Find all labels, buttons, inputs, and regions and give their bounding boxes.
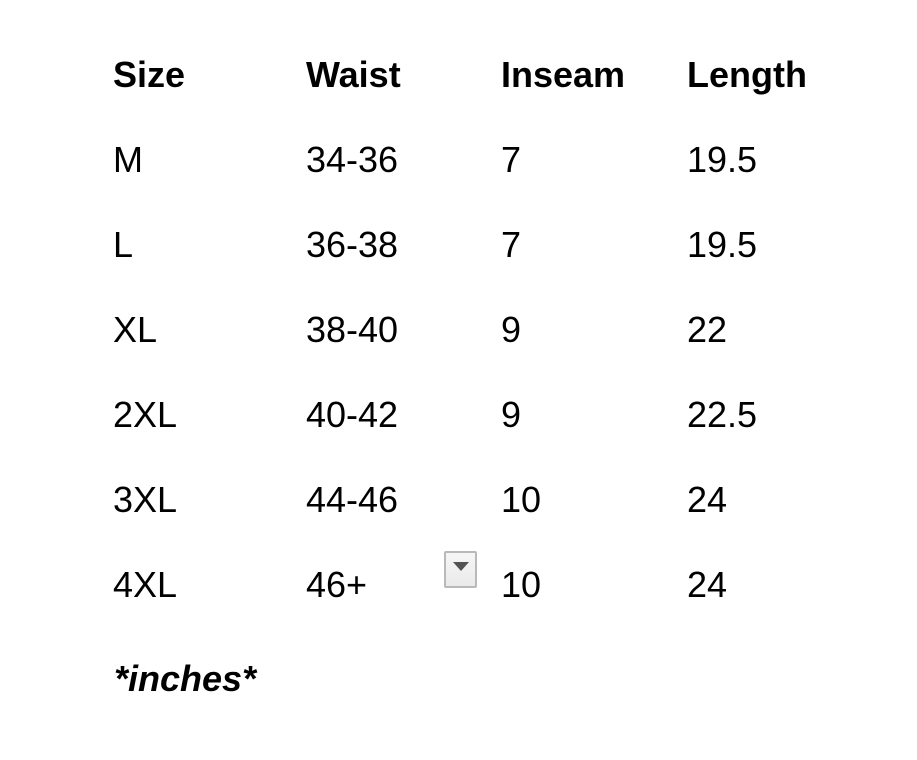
cell-inseam: 7 [501,223,522,265]
triangle-down-icon [452,562,469,571]
cell-size: 4XL [113,563,178,605]
cell-inseam: 9 [501,393,522,435]
col-header-size: Size [113,54,186,95]
inches-note: *inches* [114,658,257,700]
cell-inseam: 10 [501,563,542,605]
cell-waist: 36-38 [306,223,399,265]
table-row-4xl: 4XL 46+ 10 24 [113,542,817,627]
cell-inseam: 10 [501,478,542,520]
table-row-xl: XL 38-40 9 22 [113,287,817,372]
table-row-2xl: 2XL 40-42 9 22.5 [113,372,817,457]
header-row: Size Waist Inseam Length [113,33,817,117]
cell-length: 24 [687,563,728,605]
dropdown-button[interactable] [444,551,477,588]
cell-waist: 44-46 [306,478,399,520]
cell-size: 3XL [113,478,178,520]
cell-waist: 38-40 [306,308,399,350]
col-header-waist: Waist [306,54,401,95]
cell-size: M [113,138,143,180]
table-row-m: M 34-36 7 19.5 [113,117,817,202]
table-row-l: L 36-38 7 19.5 [113,202,817,287]
col-header-length: Length [687,54,807,95]
size-chart-table: Size Waist Inseam Length M 34-36 7 19.5 … [113,33,817,627]
cell-waist: 40-42 [306,393,399,435]
cell-size: XL [113,308,158,350]
table-row-3xl: 3XL 44-46 10 24 [113,457,817,542]
cell-inseam: 7 [501,138,522,180]
cell-waist: 46+ [306,563,368,605]
cell-size: L [113,223,134,265]
cell-length: 19.5 [687,223,758,265]
cell-length: 22 [687,308,728,350]
col-header-inseam: Inseam [501,54,626,95]
cell-length: 24 [687,478,728,520]
cell-length: 19.5 [687,138,758,180]
cell-waist: 34-36 [306,138,399,180]
cell-length: 22.5 [687,393,758,435]
cell-inseam: 9 [501,308,522,350]
cell-size: 2XL [113,393,178,435]
